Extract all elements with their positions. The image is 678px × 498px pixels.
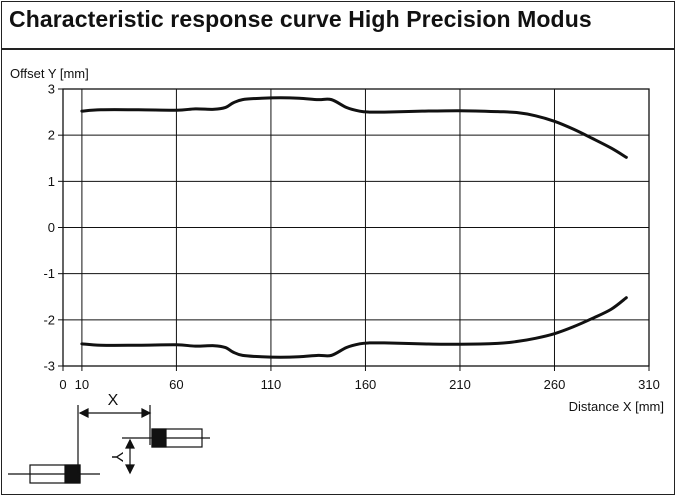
chart-title: Characteristic response curve High Preci… (9, 6, 592, 32)
x-tick-label: 160 (355, 377, 377, 392)
y-arrow-top (125, 438, 135, 449)
x-tick-label: 0 (59, 377, 66, 392)
y-axis-label: Offset Y [mm] (10, 66, 89, 81)
y-tick-label: 2 (48, 128, 55, 143)
x-tick-label: 110 (261, 377, 282, 392)
grid (63, 89, 649, 366)
y-tick-label: -1 (43, 266, 55, 281)
y-tick-label: -3 (43, 359, 55, 374)
x-tick-label: 10 (75, 377, 89, 392)
measurement-diagram (8, 405, 210, 484)
x-tick-label: 60 (169, 377, 183, 392)
x-tick-label: 310 (638, 377, 660, 392)
sensor-head-left (64, 464, 81, 484)
y-tick-label: -2 (43, 312, 55, 327)
y-dimension-label: Y (108, 452, 125, 463)
series (80, 96, 628, 359)
x-tick-label: 210 (449, 377, 471, 392)
title-divider (1, 48, 675, 50)
x-arrow-right (141, 408, 152, 418)
y-tick-label: 3 (48, 82, 55, 97)
lower-response-curve (80, 296, 628, 359)
upper-response-curve (80, 96, 628, 159)
y-arrow-bottom (125, 464, 135, 475)
sensor-head-right (151, 428, 167, 448)
y-tick-label: 1 (48, 174, 55, 189)
x-axis-label: Distance X [mm] (569, 399, 664, 414)
x-tick-label: 260 (544, 377, 566, 392)
y-tick-label: 0 (48, 220, 55, 235)
x-dimension-label: X (108, 392, 119, 409)
x-arrow-left (78, 408, 89, 418)
